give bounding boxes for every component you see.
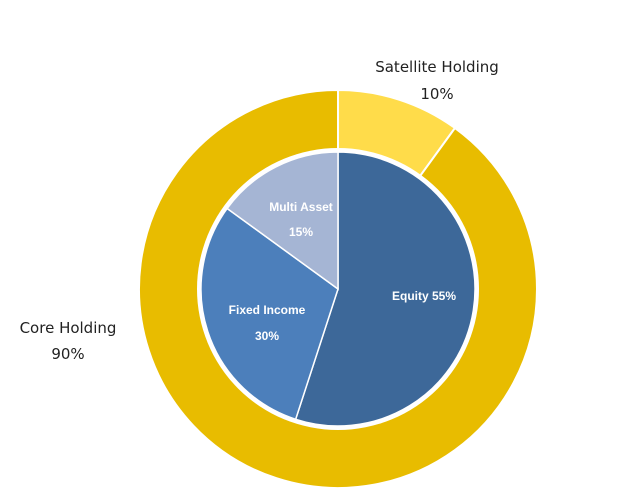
core-holding-name: Core Holding [20, 319, 117, 337]
slice-inner-equity-55 [294, 151, 476, 427]
slice-inner-fixed-income [200, 207, 339, 421]
label-satellite-holding: Satellite Holding 10% [375, 58, 499, 103]
label-multi-asset: Multi Asset 15% [269, 200, 333, 239]
fixed-income-value: 30% [255, 329, 279, 343]
slice-inner-multi-asset [226, 151, 339, 291]
label-fixed-income: Fixed Income 30% [229, 303, 306, 343]
inner-pie [200, 151, 476, 427]
multi-asset-name: Multi Asset [269, 200, 333, 214]
label-core-holding: Core Holding 90% [20, 319, 117, 363]
multi-asset-value: 15% [289, 225, 313, 239]
satellite-holding-value: 10% [420, 85, 453, 103]
label-equity: Equity 55% [392, 289, 456, 303]
core-holding-value: 90% [51, 345, 84, 363]
satellite-holding-name: Satellite Holding [375, 58, 499, 76]
equity-name: Equity 55% [392, 289, 456, 303]
fixed-income-name: Fixed Income [229, 303, 306, 317]
